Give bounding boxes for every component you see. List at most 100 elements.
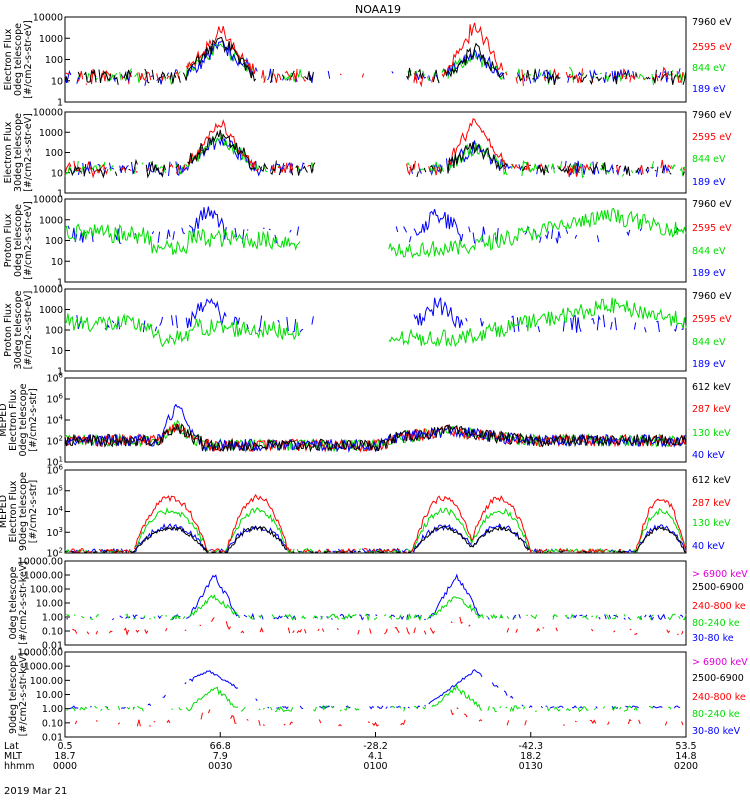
plot-frame bbox=[64, 111, 687, 194]
legend-entry: 130 keV bbox=[692, 428, 731, 439]
data-traces bbox=[64, 493, 687, 554]
series-trace bbox=[67, 575, 687, 620]
x-tick-label: 0000 bbox=[53, 761, 77, 772]
x-tick-label: 18.7 bbox=[54, 751, 75, 762]
x-tick-label: 7.9 bbox=[213, 751, 228, 762]
x-tick-label: 14.8 bbox=[675, 751, 696, 762]
y-tick-label: 10 bbox=[51, 257, 63, 268]
legend-entry: 189 eV bbox=[692, 84, 726, 95]
y-label-line: Electron Flux bbox=[3, 121, 14, 183]
data-traces bbox=[64, 403, 687, 453]
legend-entry: 844 eV bbox=[692, 154, 726, 165]
y-label-line: 0deg telescope bbox=[8, 566, 19, 639]
legend-entry: 7960 eV bbox=[692, 110, 732, 121]
panel-1: 10000 1000 100 10 1 Electron Flux 0deg telesco… bbox=[3, 13, 732, 109]
y-label-line: 30deg telescope bbox=[13, 290, 24, 369]
legend-entry: 7960 eV bbox=[692, 199, 732, 210]
y-label-line: [#/cm2-s-str-keV] bbox=[18, 561, 29, 645]
y-tick-label: 100.00 bbox=[30, 676, 63, 687]
plot-frame bbox=[64, 16, 687, 103]
legend-entry: > 6900 keV bbox=[692, 569, 748, 580]
y-tick-label: 10.00 bbox=[36, 599, 63, 610]
x-tick-label: 0200 bbox=[674, 761, 698, 772]
series-trace bbox=[64, 403, 687, 453]
y-label-line: MEPED bbox=[0, 403, 9, 436]
y-tick-label: 102 bbox=[46, 435, 63, 448]
y-label-line: 0deg telescope bbox=[13, 204, 24, 277]
y-tick-label: 1.00 bbox=[42, 704, 63, 715]
legend-entry: 80-240 ke bbox=[692, 709, 740, 720]
y-tick-label: 0.10 bbox=[42, 718, 63, 729]
legend-entry: 287 keV bbox=[692, 404, 731, 415]
y-label-line: 90deg telescope bbox=[18, 472, 29, 551]
series-trace bbox=[76, 297, 687, 333]
y-label-line: [#/cm2-s-str] bbox=[28, 388, 39, 451]
y-tick-label: 103 bbox=[46, 526, 63, 539]
data-traces bbox=[64, 297, 687, 348]
legend-entry: > 6900 keV bbox=[692, 657, 748, 668]
x-tick-label: 18.2 bbox=[520, 751, 541, 762]
y-axis-label: 0deg telescope [#/cm2-s-str-keV] bbox=[8, 561, 29, 645]
y-tick-label: 1 bbox=[57, 189, 63, 200]
footer-row-label: Lat bbox=[4, 741, 19, 752]
series-trace bbox=[64, 207, 687, 259]
series-trace bbox=[77, 43, 687, 86]
y-axis-label: MEPED Electron Flux 0deg telescope [#/cm2-s… bbox=[0, 383, 39, 456]
y-tick-label: 1.00 bbox=[42, 613, 63, 624]
series-trace bbox=[66, 594, 687, 622]
y-tick-label: 105 bbox=[46, 484, 63, 497]
data-traces bbox=[64, 207, 687, 259]
legend-entry: 844 eV bbox=[692, 337, 726, 348]
series-trace bbox=[64, 40, 681, 86]
series-trace bbox=[64, 423, 687, 453]
plot-frame bbox=[64, 651, 687, 738]
footer-row-label: hhmm bbox=[4, 761, 35, 772]
y-axis-label: Electron Flux 30deg telescope [#/cm2-s-str… bbox=[3, 113, 34, 192]
legend-entry: 2595 eV bbox=[692, 223, 732, 234]
y-tick-label: 1000 bbox=[39, 128, 63, 139]
legend-entry: 80-240 ke bbox=[692, 618, 740, 629]
y-tick-label: 1 bbox=[57, 98, 63, 109]
y-tick-label: 100 bbox=[45, 236, 63, 247]
legend-entry: 2500-6900 bbox=[692, 582, 744, 593]
y-label-line: [#/cm2-s-str-eV] bbox=[23, 20, 34, 99]
x-tick-label: 0100 bbox=[363, 761, 387, 772]
y-tick-label: 10 bbox=[51, 76, 63, 87]
y-tick-label: 1000.00 bbox=[24, 571, 63, 582]
panel-2: 10000 1000 100 10 1 Electron Flux 30deg telesc… bbox=[3, 108, 732, 200]
panel-3: 10000 1000 100 10 1 Proton Flux 0deg telescope… bbox=[3, 195, 732, 289]
panel-8: 10000.00 1000.00 100.00 10.00 1.00 0.10 0.01 90… bbox=[8, 648, 748, 744]
y-tick-label: 10000 bbox=[33, 108, 63, 119]
y-tick-label: 1 bbox=[57, 367, 63, 378]
series-trace bbox=[64, 36, 687, 86]
y-label-line: 0deg telescope bbox=[13, 23, 24, 96]
y-tick-label: 104 bbox=[46, 414, 63, 427]
y-label-line: [#/cm2-s-str-keV] bbox=[18, 653, 29, 737]
x-tick-label: -42.3 bbox=[518, 741, 543, 752]
y-tick-label: 10000 bbox=[33, 195, 63, 206]
date-label: 2019 Mar 21 bbox=[4, 786, 67, 797]
data-traces bbox=[67, 669, 684, 727]
legend-entry: 30-80 ke bbox=[692, 633, 734, 644]
plot-frame bbox=[64, 469, 687, 554]
panel-4: 10000 1000 100 10 1 Proton Flux 30deg telescop… bbox=[3, 285, 732, 378]
legend-entry: 844 eV bbox=[692, 246, 726, 257]
y-label-line: Electron Flux bbox=[3, 28, 14, 90]
y-tick-label: 1000 bbox=[39, 215, 63, 226]
y-tick-label: 100 bbox=[45, 326, 63, 337]
legend-entry: 240-800 ke bbox=[692, 692, 746, 703]
legend-entry: 7960 eV bbox=[692, 17, 732, 28]
legend-entry: 612 keV bbox=[692, 475, 731, 486]
y-label-line: Proton Flux bbox=[3, 213, 14, 267]
data-traces bbox=[64, 117, 685, 178]
y-tick-label: 1 bbox=[57, 278, 63, 289]
y-label-line: Proton Flux bbox=[3, 303, 14, 357]
figure-title: NOAA19 bbox=[355, 3, 401, 16]
y-label-line: 30deg telescope bbox=[13, 113, 24, 192]
y-tick-label: 1000.00 bbox=[24, 662, 63, 673]
legend-entry: 7960 eV bbox=[692, 291, 732, 302]
